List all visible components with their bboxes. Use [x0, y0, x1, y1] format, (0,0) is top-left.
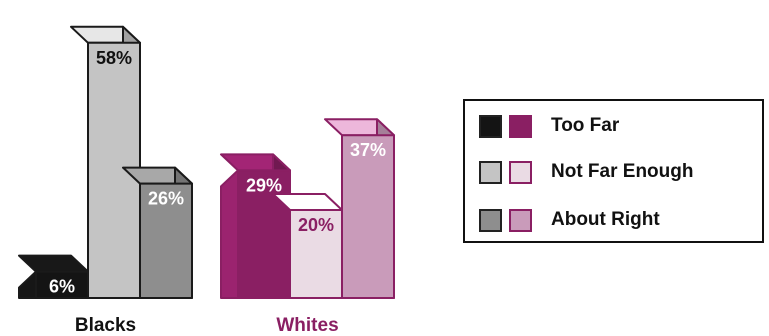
legend-swatch-blacks-not-far-enough	[479, 160, 502, 184]
legend-label-too-far: Too Far	[551, 115, 620, 136]
bar-whites-about-right	[324, 118, 395, 299]
labels-group: 6% 58% 26% Blacks 29% 20% 37% Whites	[49, 48, 386, 336]
bar-side	[18, 270, 37, 299]
bars-group	[18, 25, 395, 299]
legend-swatch-blacks-about-right	[479, 208, 502, 232]
legend-label-not-far-enough: Not Far Enough	[551, 161, 694, 182]
legend-swatch-whites-about-right	[509, 208, 532, 232]
bar-front	[341, 134, 395, 299]
value-label-blacks-not-far-enough: 58%	[96, 48, 132, 68]
legend-item-too-far: Too Far	[479, 113, 619, 139]
legend: Too Far Not Far Enough About Right	[463, 99, 764, 243]
category-label-whites: Whites	[276, 315, 338, 336]
legend-label-about-right: About Right	[551, 209, 660, 230]
bar-top	[18, 254, 89, 273]
legend-swatch-blacks-too-far	[479, 114, 502, 138]
bar-side	[220, 169, 239, 299]
bar-blacks-about-right	[122, 166, 193, 299]
value-label-blacks-about-right: 26%	[148, 189, 184, 209]
value-label-whites-not-far-enough: 20%	[298, 215, 334, 235]
category-label-blacks: Blacks	[75, 315, 136, 336]
value-label-blacks-too-far: 6%	[49, 277, 75, 297]
legend-swatch-whites-not-far-enough	[509, 160, 532, 184]
legend-swatch-whites-too-far	[509, 114, 532, 138]
value-label-whites-about-right: 37%	[350, 140, 386, 160]
legend-item-not-far-enough: Not Far Enough	[479, 159, 693, 185]
bar-front	[139, 182, 193, 299]
value-label-whites-too-far: 29%	[246, 175, 282, 195]
legend-item-about-right: About Right	[479, 207, 660, 233]
